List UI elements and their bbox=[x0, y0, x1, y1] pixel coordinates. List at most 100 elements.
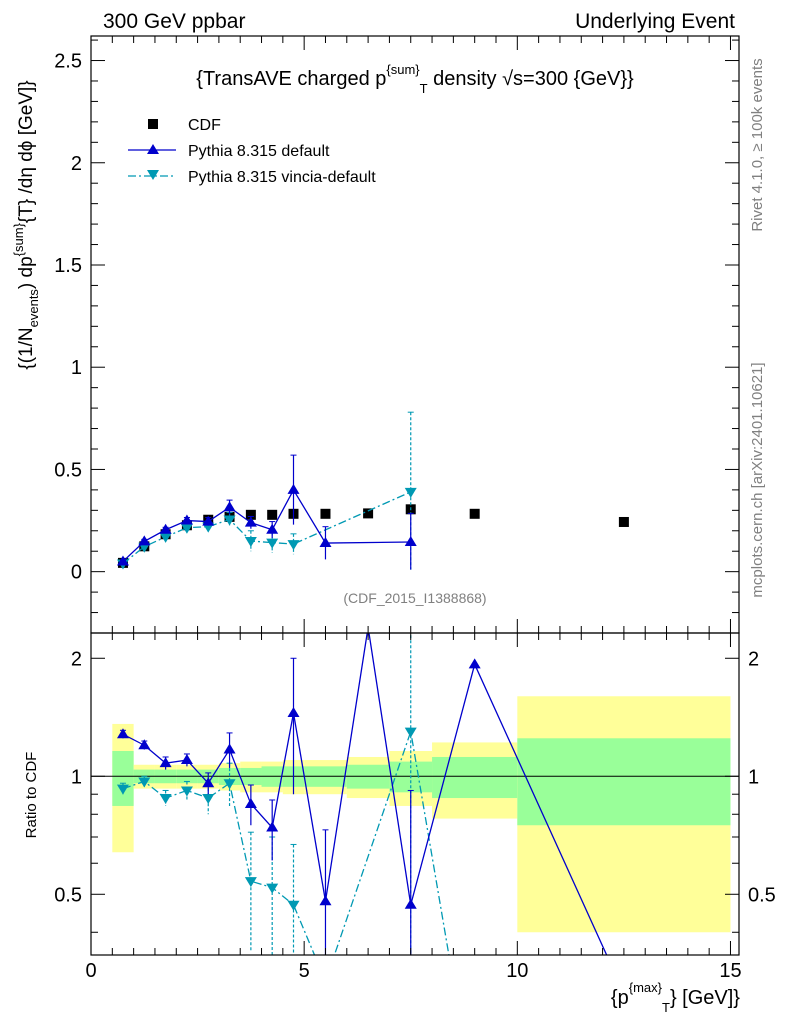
default-ratio-point bbox=[266, 821, 279, 832]
ratio-band-inner bbox=[517, 738, 731, 826]
x-axis: 0 5 10 15 bbox=[85, 36, 742, 982]
vincia-ratio-point bbox=[404, 727, 417, 738]
x-axis-label: {p{max} T} [GeV]} bbox=[611, 980, 740, 1015]
vincia-ratio-point bbox=[138, 777, 151, 788]
ratio-panel: 0.5 0.5 1 1 2 2 Ratio to CDF bbox=[23, 632, 776, 987]
legend-cdf-marker bbox=[148, 119, 158, 129]
cdf-point bbox=[618, 516, 629, 527]
header-right-label: Underlying Event bbox=[575, 10, 735, 33]
header-left-label: 300 GeV ppbar bbox=[103, 10, 245, 33]
title-pre: {TransAVE charged p bbox=[196, 68, 386, 90]
y-axis-label: {(1/Nevents) dp{sum}{T} /dη dϕ [GeV]} bbox=[11, 80, 41, 369]
default-ratio-point bbox=[138, 739, 151, 750]
ylabel-b-sup: {sum} bbox=[11, 222, 26, 256]
default-ratio-line bbox=[122, 633, 608, 955]
main-series bbox=[116, 411, 629, 570]
y-tick-label: 0.5 bbox=[54, 459, 82, 481]
default-point bbox=[223, 501, 236, 512]
vincia-point bbox=[180, 523, 193, 534]
ylabel-c: {T} /dη dϕ [GeV]} bbox=[16, 80, 37, 223]
default-point bbox=[319, 537, 332, 548]
vincia-ratio-point bbox=[202, 794, 215, 805]
default-point bbox=[159, 523, 172, 534]
x-tick-label: 5 bbox=[299, 960, 310, 982]
ratio-bands bbox=[112, 696, 731, 933]
vincia-point bbox=[223, 515, 236, 526]
ratio-band-inner bbox=[432, 756, 518, 799]
rivet-version-label: Rivet 4.1.0, ≥ 100k events bbox=[749, 58, 766, 231]
default-ratio-point bbox=[287, 707, 300, 718]
ratio-ticks: 0.5 0.5 1 1 2 2 bbox=[54, 648, 776, 933]
vincia-ratio-point bbox=[159, 794, 172, 805]
cdf-point bbox=[320, 508, 331, 519]
ratio-y-tick-label: 2 bbox=[71, 648, 82, 670]
legend-vincia-label: Pythia 8.315 vincia-default bbox=[188, 169, 376, 186]
default-ratio-point bbox=[180, 754, 193, 765]
y-tick-label: 0 bbox=[71, 562, 82, 584]
ratio-y-tick-label: 1 bbox=[71, 766, 82, 788]
default-ratio-point bbox=[244, 797, 257, 808]
xlabel-pre: {p bbox=[611, 987, 629, 1009]
default-point bbox=[138, 535, 151, 546]
vincia-point bbox=[287, 540, 300, 551]
vincia-ratio-point bbox=[266, 883, 279, 894]
x-tick-label: 15 bbox=[719, 960, 741, 982]
vincia-point bbox=[159, 532, 172, 543]
vincia-line bbox=[122, 491, 412, 564]
default-point bbox=[180, 514, 193, 525]
vincia-ratio-point bbox=[223, 779, 236, 790]
vincia-point bbox=[266, 538, 279, 549]
y-tick-label: 2.5 bbox=[54, 51, 82, 73]
xlabel-post: } [GeV]} bbox=[670, 987, 740, 1009]
default-point bbox=[202, 515, 215, 526]
vincia-ratio-point bbox=[244, 877, 257, 888]
default-ratio-point bbox=[404, 898, 417, 909]
cdf-point bbox=[267, 509, 278, 520]
default-ratio-point bbox=[202, 777, 215, 788]
vincia-ratio-point bbox=[319, 977, 331, 987]
ratio-band-inner bbox=[112, 751, 134, 806]
default-point bbox=[287, 483, 300, 494]
ylabel-b: ) dp bbox=[16, 256, 37, 289]
mcplots-label: mcplots.cern.ch [arXiv:2401.10621] bbox=[749, 362, 766, 597]
default-point bbox=[404, 536, 417, 547]
main-ticks: 0 0.5 1 1.5 2 2.5 bbox=[54, 39, 739, 634]
analysis-watermark: (CDF_2015_I1388868) bbox=[343, 590, 486, 606]
legend-cdf-label: CDF bbox=[188, 117, 221, 134]
ylabel-a-sub: events bbox=[26, 289, 41, 328]
default-ratio-point bbox=[223, 743, 236, 754]
title-sup: {sum} bbox=[386, 62, 420, 77]
default-point bbox=[244, 516, 257, 527]
legend-default-marker bbox=[147, 144, 159, 154]
xlabel-sub: T bbox=[662, 1000, 670, 1015]
y-tick-label: 2 bbox=[71, 153, 82, 175]
ratio-y-tick-label-right: 1 bbox=[748, 766, 759, 788]
vincia-point bbox=[244, 536, 257, 547]
legend-default-label: Pythia 8.315 default bbox=[188, 143, 330, 160]
y-tick-label: 1 bbox=[71, 357, 82, 379]
cdf-point bbox=[469, 508, 480, 519]
title-post: density √s=300 {GeV}} bbox=[428, 68, 634, 90]
default-ratio-point bbox=[319, 895, 332, 906]
x-tick-label: 10 bbox=[506, 960, 528, 982]
ratio-y-tick-label: 0.5 bbox=[54, 884, 82, 906]
plot-title: {TransAVE charged p{sum}T density √s=300… bbox=[196, 62, 634, 96]
x-tick-label: 0 bbox=[85, 960, 96, 982]
vincia-ratio-point bbox=[116, 784, 129, 795]
vincia-ratio-point bbox=[180, 786, 193, 797]
default-ratio-point bbox=[159, 757, 172, 768]
xlabel-sup: {max} bbox=[629, 980, 663, 995]
default-ratio-point bbox=[468, 658, 481, 669]
default-point bbox=[266, 523, 279, 534]
ratio-y-tick-label-right: 2 bbox=[748, 648, 759, 670]
vincia-ratio-point bbox=[287, 900, 300, 911]
ratio-series bbox=[116, 633, 608, 987]
cdf-point bbox=[245, 509, 256, 520]
y-tick-label: 1.5 bbox=[54, 255, 82, 277]
ratio-y-axis-label: Ratio to CDF bbox=[23, 752, 40, 839]
vincia-point bbox=[404, 487, 417, 498]
legend: CDF Pythia 8.315 default Pythia 8.315 vi… bbox=[128, 117, 376, 186]
legend-vincia-marker bbox=[147, 170, 159, 180]
main-panel: 0 0.5 1 1.5 2 2.5 {TransAVE charged p{sum}T d… bbox=[11, 35, 740, 634]
